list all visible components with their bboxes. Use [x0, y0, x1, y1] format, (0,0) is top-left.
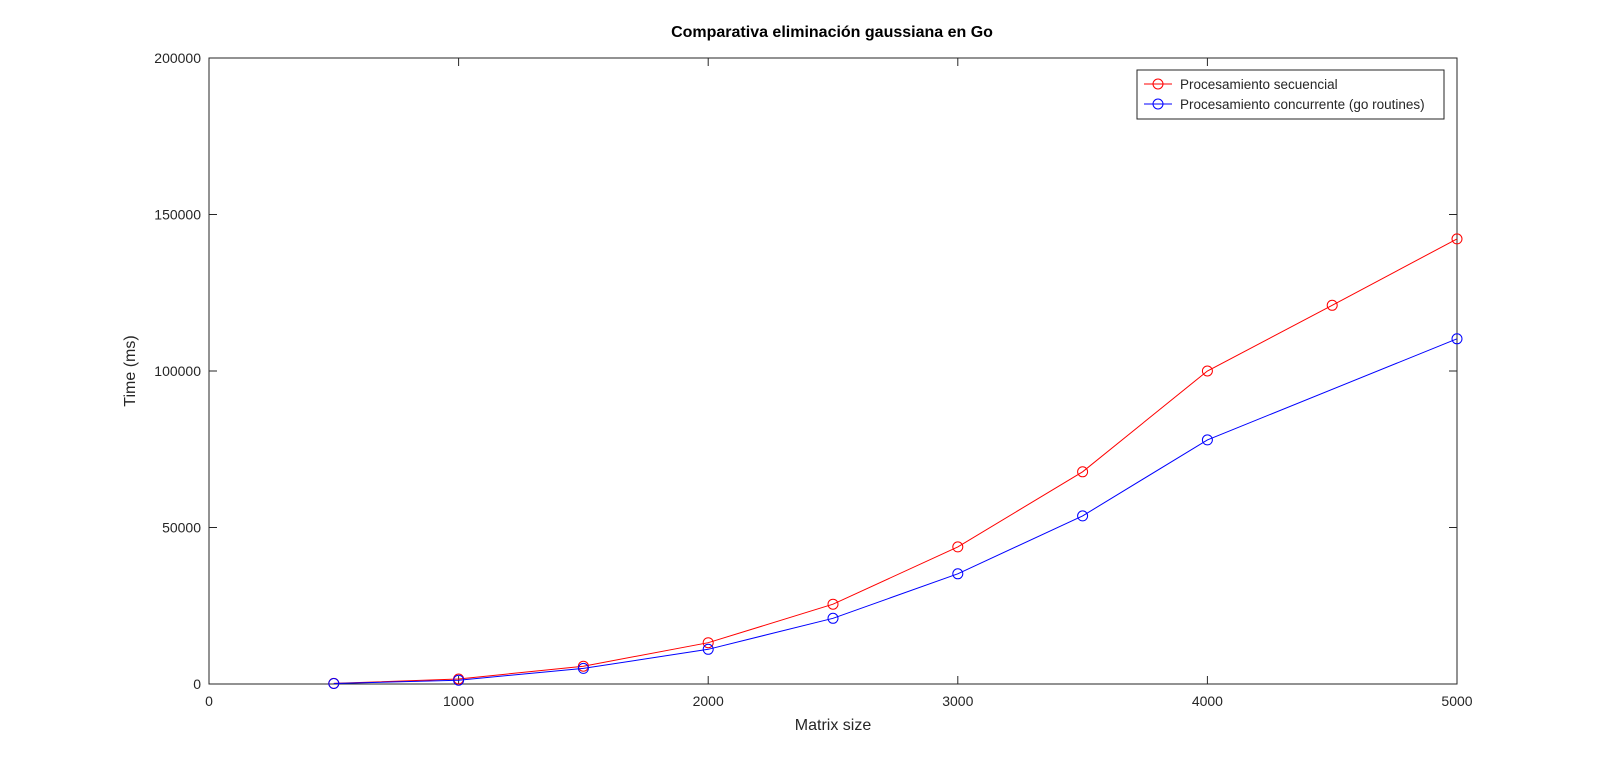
chart-title: Comparativa eliminación gaussiana en Go — [671, 24, 993, 41]
x-tick-label: 3000 — [942, 693, 973, 709]
data-point — [1077, 510, 1089, 522]
series-layer — [328, 233, 1463, 689]
data-point — [1451, 333, 1463, 345]
y-axis-label: Time (ms) — [122, 335, 139, 406]
data-point — [1201, 434, 1213, 446]
legend: Procesamiento secuencial Procesamiento co… — [1136, 69, 1445, 120]
data-point — [702, 637, 714, 649]
data-point — [453, 674, 465, 686]
y-tick-label: 50000 — [162, 520, 201, 536]
series-line — [333, 238, 1458, 684]
data-point — [1077, 466, 1089, 478]
x-tick-label: 4000 — [1192, 693, 1223, 709]
x-axis-label: Matrix size — [795, 717, 872, 734]
y-tick-label: 200000 — [154, 50, 201, 66]
series-2 — [328, 333, 1463, 689]
x-tick-label: 5000 — [1441, 693, 1472, 709]
data-point — [952, 541, 964, 553]
x-tick-label: 2000 — [693, 693, 724, 709]
x-axis: 0 1000 2000 3000 4000 5000 — [205, 58, 1473, 709]
data-point — [702, 643, 714, 655]
x-tick-label: 1000 — [443, 693, 474, 709]
data-point — [1326, 299, 1338, 311]
data-point — [1201, 365, 1213, 377]
legend-label: Procesamiento concurrente (go routines) — [1180, 97, 1425, 112]
data-point — [577, 662, 589, 674]
data-point — [827, 598, 839, 610]
y-tick-label: 150000 — [154, 207, 201, 223]
y-axis: 0 50000 100000 150000 200000 — [154, 50, 1457, 692]
data-point — [328, 678, 340, 689]
legend-marker — [1152, 98, 1164, 110]
data-point — [827, 612, 839, 624]
series-line — [333, 338, 1458, 684]
y-tick-label: 100000 — [154, 363, 201, 379]
x-tick-label: 0 — [205, 693, 213, 709]
legend-box — [1136, 69, 1445, 120]
data-point — [952, 568, 964, 580]
data-point — [1451, 233, 1463, 245]
plot-area — [208, 57, 1458, 685]
legend-label: Procesamiento secuencial — [1180, 77, 1338, 92]
legend-marker — [1152, 78, 1164, 90]
y-tick-label: 0 — [193, 676, 201, 692]
